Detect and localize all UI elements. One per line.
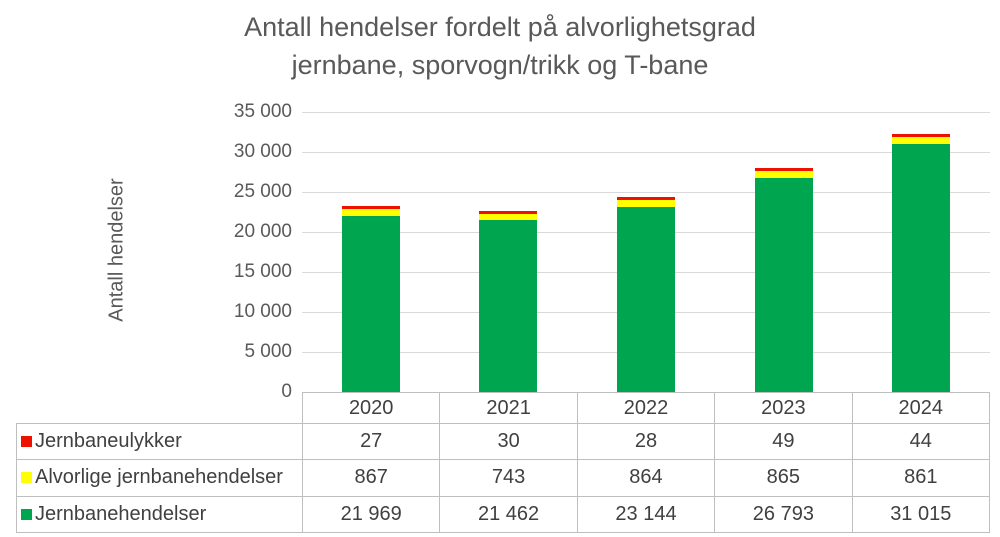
table-row-label: Jernbanehendelser (16, 495, 303, 534)
table-year-header: 2024 (851, 392, 991, 424)
table-value-cell: 49 (714, 422, 853, 461)
bar-segment-jernbanehendelser-2023 (754, 177, 813, 392)
y-axis-title: Antall hendelser (105, 178, 128, 322)
bar-segment-jernbaneulykker-2021 (479, 211, 538, 215)
legend-label: Alvorlige jernbanehendelser (35, 466, 283, 489)
legend-key-alvorlige-jernbanehendelser (21, 472, 32, 484)
y-axis-tick-label: 30 000 (233, 141, 292, 162)
table-value-cell: 21 462 (439, 495, 578, 534)
gridline (302, 152, 990, 153)
bar-segment-jernbaneulykker-2022 (617, 196, 675, 200)
table-row-alvorlige-jernbanehendelser: Alvorlige jernbanehendelser 867 743 864 865 8… (16, 459, 991, 497)
gridline (302, 192, 990, 193)
y-axis-tick-label: 5 000 (244, 341, 292, 362)
table-row-jernbaneulykker: Jernbaneulykker 27 30 28 49 44 (16, 422, 991, 461)
table-value-cell: 26 793 (714, 495, 853, 534)
bar-segment-alvorlige-jernbanehendelser-2021 (479, 214, 538, 221)
legend-label: Jernbaneulykker (35, 430, 182, 453)
bar-segment-jernbanehendelser-2024 (892, 143, 951, 392)
bar-segment-jernbaneulykker-2020 (341, 206, 400, 210)
legend-key-jernbanehendelser (21, 508, 32, 520)
table-year-header: 2022 (576, 392, 716, 424)
table-value-cell: 27 (301, 422, 441, 461)
y-axis-tick-label: 35 000 (233, 101, 292, 122)
data-table: 2020 2021 2022 2023 2024 Jernbaneulykker 27 30 2… (16, 392, 991, 534)
table-year-row: 2020 2021 2022 2023 2024 (17, 392, 991, 424)
table-year-header: 2021 (439, 392, 578, 424)
bar-segment-alvorlige-jernbanehendelser-2024 (892, 136, 951, 144)
y-axis-tick-label: 15 000 (233, 261, 292, 282)
chart-title-line2: jernbane, sporvogn/trikk og T-bane (291, 50, 709, 80)
bar-segment-alvorlige-jernbanehendelser-2020 (341, 209, 400, 217)
gridline (302, 112, 990, 113)
y-axis-tick-label: 20 000 (233, 221, 292, 242)
table-year-header: 2023 (714, 392, 853, 424)
table-value-cell: 31 015 (851, 495, 991, 534)
table-value-cell: 867 (301, 459, 441, 497)
table-value-cell: 861 (851, 459, 991, 497)
bar-segment-jernbanehendelser-2022 (617, 206, 675, 392)
chart-title-line1: Antall hendelser fordelt på alvorlighets… (244, 12, 756, 42)
table-value-cell: 864 (576, 459, 716, 497)
y-axis-tick-label: 25 000 (233, 181, 292, 202)
table-value-cell: 743 (439, 459, 578, 497)
legend-label: Jernbanehendelser (35, 502, 207, 525)
table-row-jernbanehendelser: Jernbanehendelser 21 969 21 462 23 144 26 79… (16, 495, 991, 534)
bar-segment-jernbaneulykker-2023 (754, 167, 813, 171)
y-axis-tick-label: 0 (281, 381, 292, 402)
bar-segment-jernbanehendelser-2020 (341, 216, 400, 392)
bar-segment-alvorlige-jernbanehendelser-2022 (617, 199, 675, 207)
table-value-cell: 30 (439, 422, 578, 461)
y-axis-tick-label: 10 000 (233, 301, 292, 322)
table-value-cell: 21 969 (301, 495, 441, 534)
table-corner-spacer (17, 393, 303, 424)
table-value-cell: 28 (576, 422, 716, 461)
bar-segment-jernbaneulykker-2024 (892, 133, 951, 137)
table-row-label: Jernbaneulykker (16, 422, 303, 461)
plot-area (302, 112, 990, 392)
table-year-header: 2020 (301, 392, 441, 424)
chart-title: Antall hendelser fordelt på alvorlighets… (0, 8, 1000, 84)
bar-segment-jernbanehendelser-2021 (479, 220, 538, 392)
legend-key-jernbaneulykker (21, 436, 32, 448)
bar-segment-alvorlige-jernbanehendelser-2023 (754, 170, 813, 178)
table-row-label: Alvorlige jernbanehendelser (16, 459, 303, 497)
table-value-cell: 44 (851, 422, 991, 461)
table-value-cell: 865 (714, 459, 853, 497)
table-value-cell: 23 144 (576, 495, 716, 534)
